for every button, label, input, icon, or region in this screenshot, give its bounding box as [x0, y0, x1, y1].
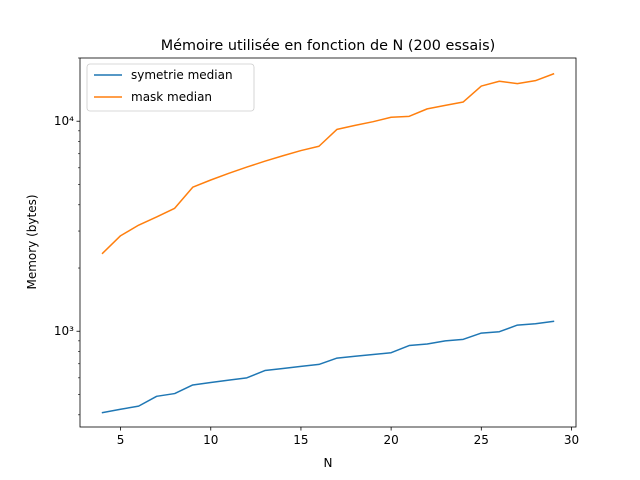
legend-label-0: symetrie median [131, 68, 233, 82]
chart-title: Mémoire utilisée en fonction de N (200 e… [161, 38, 496, 54]
series-line-1 [101, 72, 555, 255]
x-tick-label: 25 [474, 433, 489, 447]
x-tick-label: 5 [117, 433, 125, 447]
x-tick-label: 30 [564, 433, 579, 447]
legend-box [86, 63, 255, 112]
legend-label-1: mask median [131, 90, 212, 104]
x-axis-label: N [324, 456, 333, 470]
x-tick-label: 10 [203, 433, 218, 447]
series-line-0 [101, 320, 555, 414]
x-tick-label: 15 [293, 433, 308, 447]
legend: symetrie median mask median [86, 63, 255, 112]
x-tick-label: 20 [383, 433, 398, 447]
y-tick-label: 10³ [54, 324, 74, 338]
y-tick-label: 10⁴ [54, 114, 74, 128]
y-axis-label: Memory (bytes) [25, 194, 39, 289]
plot-frame [79, 57, 577, 428]
